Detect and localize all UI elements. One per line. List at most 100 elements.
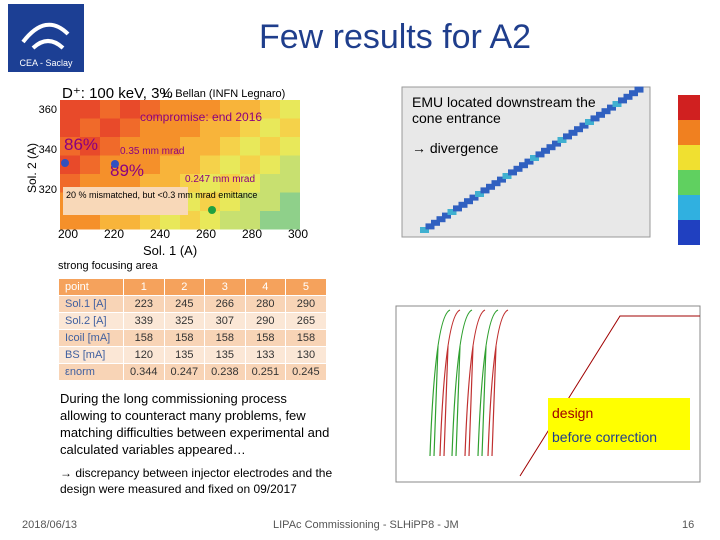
band-cell: [629, 90, 638, 97]
colorbar: [678, 195, 700, 220]
table-cell: 266: [204, 295, 246, 313]
table-row: point 1 2 3 4 5: [58, 278, 327, 296]
heat-cell: [200, 137, 220, 156]
heat-cell: [280, 100, 300, 119]
x-tick: 220: [104, 227, 124, 241]
heat-cell: [120, 100, 140, 119]
table-cell: 290: [285, 295, 327, 313]
table-cell: 245: [163, 295, 206, 313]
heat-cell: [200, 155, 220, 174]
heat-cell: [180, 137, 200, 156]
heat-cell: [280, 192, 300, 211]
band-cell: [546, 144, 556, 151]
table-cell: 325: [163, 312, 206, 330]
band-cell: [574, 126, 583, 133]
y-tick: 360: [39, 104, 57, 116]
heat-cell: [240, 211, 260, 230]
heatmap: Sol. 2 (A) compromise: end 2016 86% 0.35 mm…: [25, 100, 308, 241]
legend-entry: before correction: [552, 429, 658, 445]
point: [111, 160, 119, 168]
heat-cell: [100, 100, 120, 119]
band-cell: [431, 219, 440, 226]
heat-cell: [160, 118, 180, 137]
x-tick: 280: [242, 227, 262, 241]
heat-cell: [200, 100, 220, 119]
note: → discrepancy between injector electrode…: [60, 466, 333, 496]
heat-cell: [220, 174, 240, 193]
plot-frame: [395, 305, 701, 483]
band-cell: [618, 97, 627, 104]
focus-label: strong focusing area: [58, 260, 158, 272]
envelope: [451, 309, 473, 457]
heat-cell: [240, 118, 260, 137]
heat-cell: [120, 211, 140, 230]
beam: D⁺: 100 keV, 3%: [62, 85, 173, 102]
heat-cell: [240, 155, 260, 174]
heat-cell: [220, 211, 240, 230]
heat-cell: [240, 100, 260, 119]
envelope: [429, 309, 451, 457]
heat-cell: [260, 192, 280, 211]
x-tick: 260: [196, 227, 216, 241]
envelope: [439, 309, 461, 457]
note-box: [63, 187, 188, 215]
heat-cell: [240, 137, 260, 156]
band-cell: [464, 198, 473, 205]
heat-cell: [60, 118, 80, 137]
heat-cell: [260, 100, 280, 119]
heat-cell: [140, 137, 160, 156]
heat-cell: [140, 100, 160, 119]
logo-mark: [21, 22, 70, 50]
band-cell: [541, 147, 550, 154]
heat-cell: [160, 155, 180, 174]
heat-cell: [100, 118, 120, 137]
heat-cell: [240, 192, 260, 211]
legend-entry: design: [552, 405, 594, 421]
emu-note: EMU located downstream the cone entrance: [412, 94, 596, 126]
table-cell: BS [mA]: [58, 346, 124, 364]
table-cell: Sol.1 [A]: [58, 295, 124, 313]
band-cell: [585, 119, 594, 125]
heat-cell: [280, 118, 300, 137]
heat-cell: [160, 100, 180, 119]
heat-cell: [140, 211, 160, 230]
table-row: Icoil [mA] 158 158 158 158 158: [58, 329, 327, 347]
table-cell: 0.247: [163, 363, 206, 381]
annotation: 0.247 mm mrad: [185, 174, 255, 185]
results-table: point 1 2 3 4 5 Sol.1 [A] 223 245 266 280 290 Sol.2 …: [58, 278, 327, 381]
heat-cell: [220, 192, 240, 211]
heat-cell: [80, 137, 100, 156]
band-cell: [596, 111, 605, 118]
logo: CEA - Saclay: [8, 4, 84, 72]
band-cell: [524, 158, 534, 165]
envelope: [487, 309, 509, 457]
heat-cell: [180, 100, 200, 119]
table-cell: 339: [123, 312, 165, 330]
heat-cell: [280, 211, 300, 230]
heat-cell: [80, 118, 100, 137]
heat-cell: [220, 137, 240, 156]
heat-cell: [280, 137, 300, 156]
band-cell: [535, 151, 545, 158]
footer-event: LIPAc Commissioning - SLHiPP8 - JM: [273, 519, 459, 531]
band-cell: [519, 162, 528, 169]
table-cell: Sol.2 [A]: [58, 312, 124, 330]
heat-cell: [100, 211, 120, 230]
heat-cell: [140, 155, 160, 174]
x-label: Sol. 1 (A): [143, 243, 198, 258]
paragraph: During the long commissioning process al…: [60, 391, 330, 457]
x-tick: 300: [288, 227, 308, 241]
heat-cell: [60, 100, 80, 119]
table-cell: point: [58, 278, 124, 296]
point: [208, 206, 216, 214]
heat-cell: [200, 118, 220, 137]
heat-cell: [280, 155, 300, 174]
band-cell: [442, 212, 451, 219]
table-cell: 158: [123, 329, 165, 347]
band-cell: [607, 104, 616, 111]
band-cell: [486, 183, 495, 190]
heat-cell: [180, 118, 200, 137]
table-cell: 135: [163, 346, 206, 364]
band-cell: [612, 101, 622, 107]
heat-cell: [200, 211, 220, 230]
